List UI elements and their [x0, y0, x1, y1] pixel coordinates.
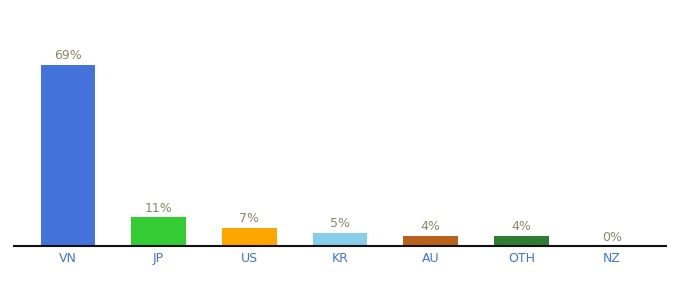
Text: 0%: 0%	[602, 231, 622, 244]
Text: 4%: 4%	[421, 220, 441, 233]
Bar	[403, 236, 458, 246]
Bar	[131, 217, 186, 246]
Text: 69%: 69%	[54, 49, 82, 62]
Bar	[41, 65, 95, 246]
Text: 7%: 7%	[239, 212, 259, 225]
Bar	[222, 228, 277, 246]
Text: 11%: 11%	[145, 202, 173, 214]
Text: 5%: 5%	[330, 217, 350, 230]
Bar	[313, 233, 367, 246]
Text: 4%: 4%	[511, 220, 531, 233]
Bar	[494, 236, 549, 246]
